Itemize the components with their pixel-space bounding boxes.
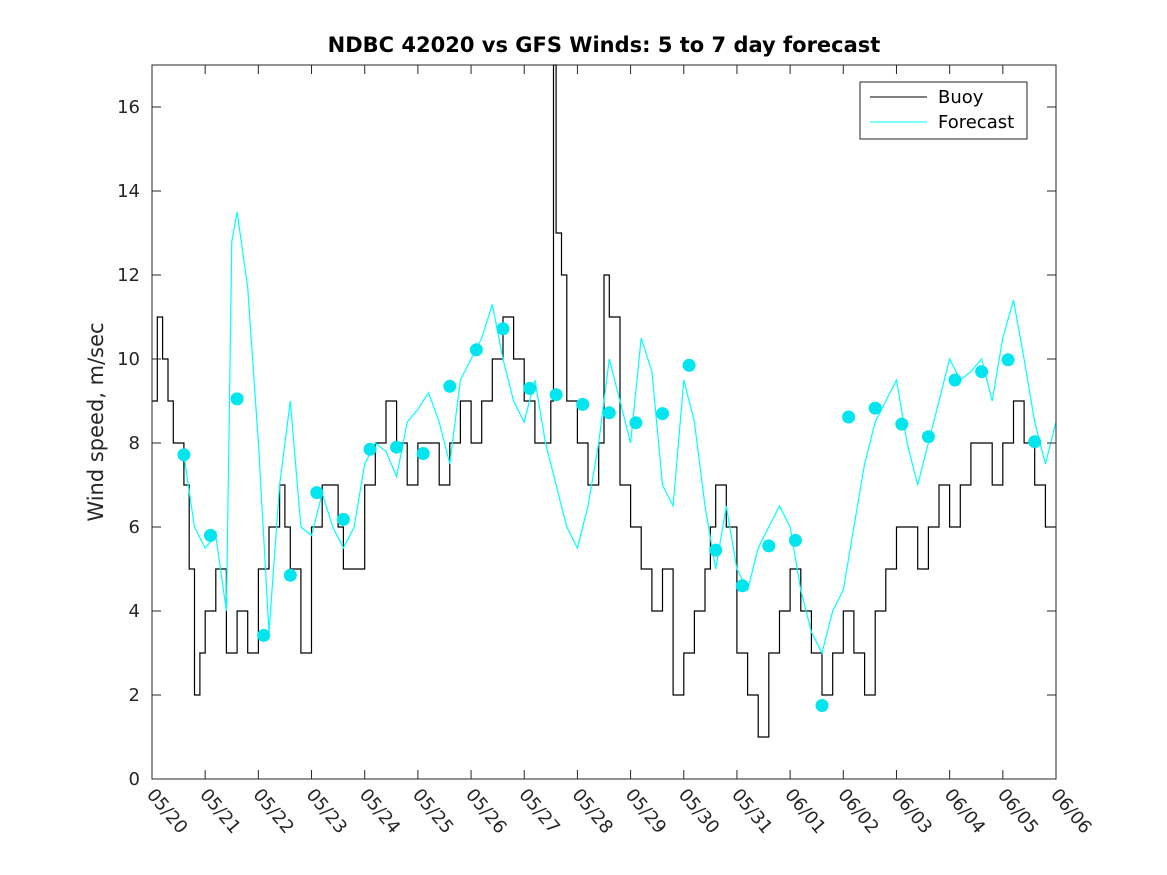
forecast-point bbox=[1028, 435, 1042, 449]
forecast-point bbox=[842, 410, 856, 424]
y-tick-label: 10 bbox=[117, 349, 140, 370]
forecast-point bbox=[815, 699, 829, 712]
y-tick-label: 4 bbox=[129, 601, 140, 622]
y-tick-label: 14 bbox=[117, 181, 140, 202]
x-tick-label: 06/04 bbox=[940, 785, 989, 838]
y-axis: 0 2 4 6 8 10 12 14 16 bbox=[117, 97, 1056, 790]
x-tick-label: 05/25 bbox=[408, 785, 457, 838]
forecast-point bbox=[336, 512, 350, 526]
x-tick-label: 05/30 bbox=[674, 785, 723, 838]
forecast-point bbox=[257, 628, 271, 642]
forecast-point bbox=[948, 373, 962, 387]
x-tick-label: 05/26 bbox=[461, 785, 510, 838]
forecast-point bbox=[283, 568, 297, 582]
data-layer bbox=[152, 64, 1057, 738]
legend-forecast-label: Forecast bbox=[938, 112, 1014, 133]
y-tick-label: 12 bbox=[117, 265, 140, 286]
forecast-point bbox=[177, 448, 191, 462]
forecast-point bbox=[762, 539, 776, 553]
forecast-point bbox=[921, 430, 935, 444]
forecast-point bbox=[868, 401, 882, 415]
x-tick-label: 05/21 bbox=[195, 785, 244, 838]
x-tick-label: 05/27 bbox=[514, 785, 563, 838]
forecast-point bbox=[975, 365, 989, 379]
y-tick-label: 16 bbox=[117, 97, 140, 118]
chart-title: NDBC 42020 vs GFS Winds: 5 to 7 day fore… bbox=[328, 33, 881, 57]
forecast-point bbox=[602, 406, 616, 420]
x-tick-label: 06/01 bbox=[780, 785, 829, 838]
x-tick-label: 06/05 bbox=[993, 785, 1042, 838]
forecast-point bbox=[682, 358, 696, 372]
forecast-point bbox=[496, 322, 510, 336]
forecast-point bbox=[735, 579, 749, 593]
forecast-point bbox=[310, 486, 324, 500]
buoy-series-line bbox=[152, 64, 1056, 738]
forecast-point bbox=[788, 533, 802, 547]
legend: Buoy Forecast bbox=[859, 81, 1028, 140]
y-tick-label: 2 bbox=[129, 685, 140, 706]
forecast-point bbox=[523, 381, 537, 395]
plot-frame bbox=[151, 64, 1057, 780]
forecast-point bbox=[230, 392, 244, 406]
x-tick-label: 06/03 bbox=[887, 785, 936, 838]
forecast-point bbox=[443, 379, 457, 393]
forecast-point bbox=[469, 343, 483, 357]
forecast-point bbox=[656, 407, 669, 421]
forecast-point bbox=[1001, 353, 1015, 367]
legend-box bbox=[859, 81, 1028, 140]
forecast-point bbox=[363, 442, 377, 456]
forecast-point bbox=[895, 417, 909, 431]
forecast-point bbox=[576, 397, 590, 411]
x-tick-label: 06/02 bbox=[833, 785, 882, 838]
x-tick-label: 05/31 bbox=[727, 785, 776, 838]
forecast-point bbox=[416, 447, 430, 460]
x-tick-label: 05/22 bbox=[249, 785, 298, 838]
y-axis-label: Wind speed, m/sec bbox=[84, 322, 108, 521]
y-tick-label: 8 bbox=[129, 433, 140, 454]
x-tick-label: 05/24 bbox=[355, 785, 404, 838]
forecast-point bbox=[709, 543, 723, 557]
forecast-point bbox=[390, 440, 404, 454]
x-tick-label: 06/06 bbox=[1046, 785, 1095, 838]
x-tick-label: 05/28 bbox=[568, 785, 617, 838]
x-tick-label: 05/20 bbox=[142, 785, 191, 838]
forecast-point bbox=[549, 388, 563, 402]
x-tick-label: 05/23 bbox=[302, 785, 351, 838]
forecast-point bbox=[204, 528, 217, 542]
x-tick-label: 05/29 bbox=[621, 785, 670, 838]
legend-buoy-label: Buoy bbox=[938, 87, 984, 108]
forecast-series-line bbox=[183, 211, 1057, 655]
y-tick-label: 6 bbox=[129, 517, 140, 538]
y-tick-label: 0 bbox=[129, 769, 140, 790]
forecast-point bbox=[629, 416, 643, 430]
